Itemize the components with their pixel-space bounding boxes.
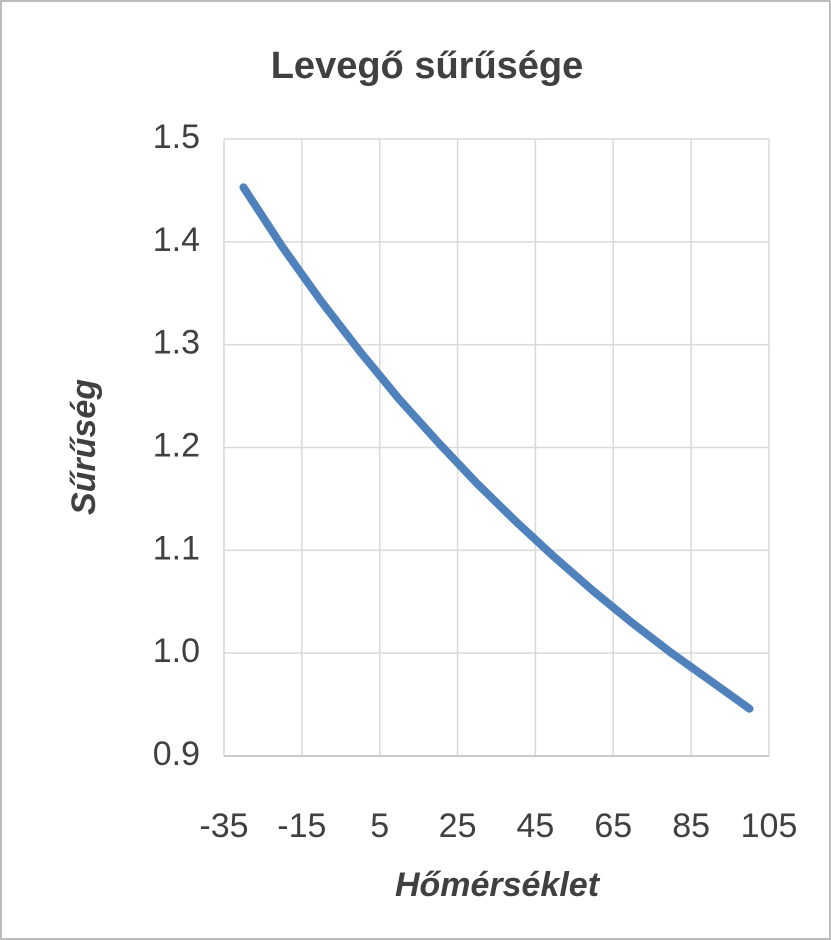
y-tick-label: 1.2 <box>153 426 200 464</box>
y-tick-label: 1.1 <box>153 529 200 567</box>
x-tick-label: -35 <box>199 807 248 845</box>
y-tick-label: 1.3 <box>153 324 200 362</box>
chart-title: Levegő sűrűsége <box>271 45 584 87</box>
x-tick-label: 25 <box>439 807 477 845</box>
y-tick-label: 1.0 <box>153 632 200 670</box>
x-tick-label: -15 <box>277 807 326 845</box>
y-axis-title: Sűrűség <box>65 379 103 515</box>
data-line <box>239 183 754 713</box>
x-tick-label: 45 <box>517 807 555 845</box>
x-tick-label: 65 <box>594 807 632 845</box>
y-tick-label: 1.5 <box>153 118 200 156</box>
x-tick-label: 105 <box>741 807 798 845</box>
y-tick-label: 1.4 <box>153 221 200 259</box>
x-tick-label: 5 <box>370 807 389 845</box>
x-tick-label: 85 <box>672 807 710 845</box>
y-tick-label: 0.9 <box>153 735 200 773</box>
x-axis-title: Hőmérséklet <box>395 866 601 904</box>
